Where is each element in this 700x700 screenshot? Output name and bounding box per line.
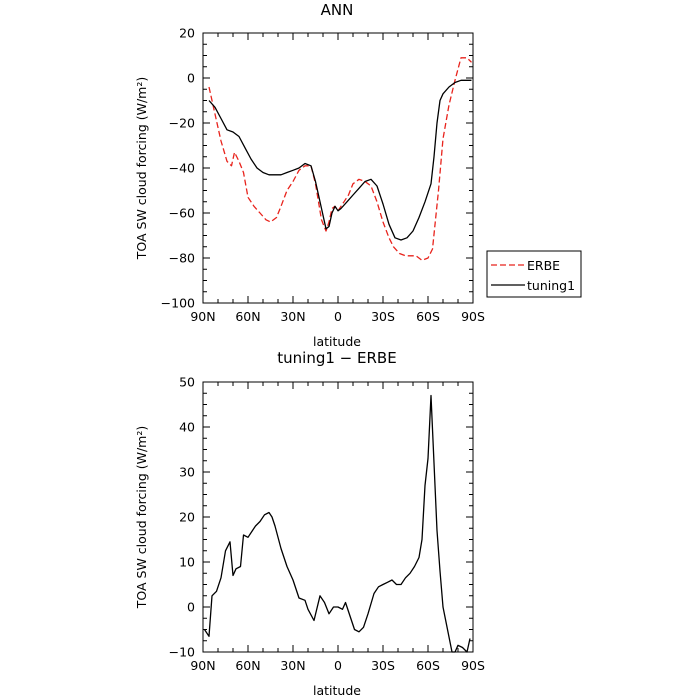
bottom-chart-title: tuning1 − ERBE — [277, 349, 396, 367]
y-tick-label: 30 — [179, 465, 195, 480]
y-tick-label: 10 — [179, 555, 195, 570]
y-tick-label: −10 — [169, 645, 195, 660]
x-tick-label: 60N — [235, 658, 260, 673]
x-tick-label: 30S — [371, 309, 395, 324]
bottom-y-axis-label: TOA SW cloud forcing (W/m²) — [134, 426, 149, 609]
legend-erbe-label: ERBE — [527, 258, 560, 273]
x-tick-label: 60S — [416, 309, 440, 324]
y-tick-label: −20 — [169, 116, 195, 131]
bottom-axis-ticks: 90N 60N 30N 0 30S 60S 90S −10 0 10 20 30 40 50 — [169, 375, 485, 674]
x-tick-label: 60N — [235, 309, 260, 324]
y-tick-label: −80 — [169, 251, 195, 266]
x-tick-label: 0 — [334, 309, 342, 324]
y-tick-label: 0 — [187, 600, 195, 615]
top-y-axis-label: TOA SW cloud forcing (W/m²) — [134, 77, 149, 260]
x-tick-label: 60S — [416, 658, 440, 673]
y-tick-label: −100 — [161, 296, 195, 311]
y-tick-label: 20 — [179, 510, 195, 525]
tuning1-series-line — [208, 79, 472, 241]
legend: ERBE tuning1 — [486, 250, 582, 298]
legend-tuning1-label: tuning1 — [527, 278, 575, 293]
y-tick-label: 0 — [187, 71, 195, 86]
x-tick-label: 0 — [334, 658, 342, 673]
x-tick-label: 90N — [190, 658, 215, 673]
top-axis-ticks: 90N 60N 30N 0 30S 60S 90S −100 −80 −60 −40 −20 0 20 — [161, 26, 485, 325]
x-tick-label: 90S — [461, 658, 485, 673]
y-tick-label: −60 — [169, 206, 195, 221]
x-tick-label: 90S — [461, 309, 485, 324]
difference-series-line — [203, 394, 471, 653]
erbe-series-line — [208, 57, 472, 261]
x-tick-label: 30N — [280, 309, 305, 324]
bottom-panel: tuning1 − ERBE 90N 60N 30N 0 30S 60S 90S −10 0 10… — [134, 349, 485, 698]
y-tick-label: 20 — [179, 26, 195, 41]
top-x-axis-label: latitude — [313, 334, 361, 349]
y-tick-label: 40 — [179, 420, 195, 435]
legend-box — [486, 250, 582, 298]
x-tick-label: 90N — [190, 309, 215, 324]
y-tick-label: −40 — [169, 161, 195, 176]
bottom-x-axis-label: latitude — [313, 683, 361, 698]
top-series-lines — [208, 57, 472, 261]
top-chart-title: ANN — [321, 1, 354, 19]
x-tick-label: 30N — [280, 658, 305, 673]
y-tick-label: 50 — [179, 375, 195, 390]
top-panel: ANN 90N 60N 30N 0 30S 60S 90S −100 −80 −60 −40 −20 0… — [134, 1, 582, 349]
bottom-series-lines — [203, 394, 471, 653]
x-tick-label: 30S — [371, 658, 395, 673]
